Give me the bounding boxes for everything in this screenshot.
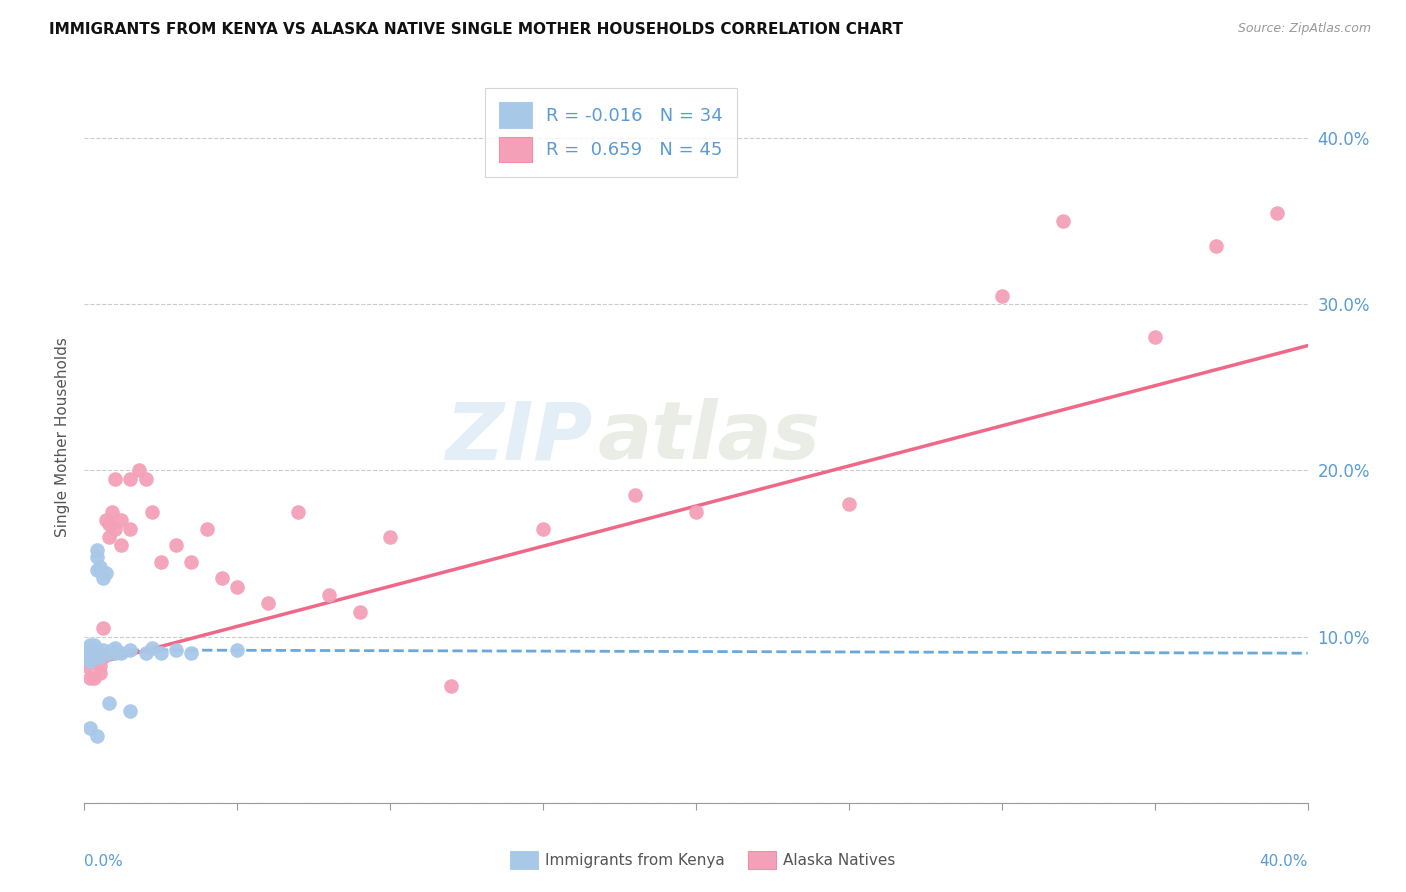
Point xyxy=(89,659,111,673)
Y-axis label: Single Mother Households: Single Mother Households xyxy=(55,337,70,537)
Point xyxy=(1205,239,1227,253)
Point xyxy=(838,497,860,511)
Point xyxy=(104,646,127,660)
Point xyxy=(83,643,105,657)
Point xyxy=(89,666,111,681)
Point xyxy=(97,696,120,710)
Point xyxy=(135,646,157,660)
Point xyxy=(531,521,554,535)
Point xyxy=(1265,205,1288,219)
Point xyxy=(104,472,127,486)
Point xyxy=(211,571,233,585)
Point xyxy=(318,588,340,602)
Point xyxy=(120,705,142,719)
Point xyxy=(86,563,108,577)
Point xyxy=(86,655,108,669)
Point xyxy=(226,643,249,657)
Text: IMMIGRANTS FROM KENYA VS ALASKA NATIVE SINGLE MOTHER HOUSEHOLDS CORRELATION CHAR: IMMIGRANTS FROM KENYA VS ALASKA NATIVE S… xyxy=(49,22,903,37)
Point xyxy=(97,530,120,544)
Point xyxy=(135,472,157,486)
Point xyxy=(89,649,111,664)
Point xyxy=(83,671,105,685)
Point xyxy=(120,521,142,535)
Point xyxy=(101,505,124,519)
Point xyxy=(76,646,98,660)
Point xyxy=(83,643,105,657)
Point xyxy=(91,571,114,585)
Point xyxy=(440,680,463,694)
Text: atlas: atlas xyxy=(598,398,821,476)
Point xyxy=(149,646,172,660)
Point xyxy=(104,521,127,535)
Point xyxy=(86,549,108,564)
Point xyxy=(89,559,111,574)
Point xyxy=(76,659,98,673)
Point xyxy=(91,621,114,635)
Text: ZIP: ZIP xyxy=(444,398,592,476)
Point xyxy=(86,543,108,558)
Point xyxy=(79,649,101,664)
Point xyxy=(120,472,142,486)
Point xyxy=(94,513,117,527)
Point xyxy=(165,643,187,657)
Point xyxy=(79,721,101,735)
Point xyxy=(86,729,108,743)
Point xyxy=(83,646,105,660)
Point xyxy=(128,463,150,477)
Legend: Immigrants from Kenya, Alaska Natives: Immigrants from Kenya, Alaska Natives xyxy=(505,845,901,875)
Point xyxy=(104,641,127,656)
Point xyxy=(141,505,163,519)
Text: 0.0%: 0.0% xyxy=(84,854,124,869)
Point xyxy=(110,646,132,660)
Legend: R = -0.016   N = 34, R =  0.659   N = 45: R = -0.016 N = 34, R = 0.659 N = 45 xyxy=(485,87,737,177)
Point xyxy=(380,530,402,544)
Point xyxy=(94,566,117,581)
Point xyxy=(226,580,249,594)
Point xyxy=(79,655,101,669)
Point xyxy=(79,638,101,652)
Point xyxy=(97,516,120,531)
Point xyxy=(685,505,707,519)
Point xyxy=(180,555,202,569)
Point xyxy=(101,643,124,657)
Point xyxy=(110,538,132,552)
Point xyxy=(76,643,98,657)
Point xyxy=(991,289,1014,303)
Point xyxy=(110,513,132,527)
Point xyxy=(624,488,647,502)
Point xyxy=(165,538,187,552)
Point xyxy=(83,638,105,652)
Point xyxy=(349,605,371,619)
Text: Source: ZipAtlas.com: Source: ZipAtlas.com xyxy=(1237,22,1371,36)
Point xyxy=(257,596,280,610)
Point xyxy=(97,646,120,660)
Point xyxy=(1143,330,1166,344)
Point xyxy=(180,646,202,660)
Point xyxy=(1052,214,1074,228)
Point xyxy=(79,671,101,685)
Text: 40.0%: 40.0% xyxy=(1260,854,1308,869)
Point xyxy=(195,521,218,535)
Point xyxy=(141,641,163,656)
Point xyxy=(149,555,172,569)
Point xyxy=(91,643,114,657)
Point xyxy=(287,505,309,519)
Point xyxy=(86,643,108,657)
Point xyxy=(79,649,101,664)
Point xyxy=(83,649,105,664)
Point xyxy=(91,649,114,664)
Point xyxy=(79,641,101,656)
Point xyxy=(120,643,142,657)
